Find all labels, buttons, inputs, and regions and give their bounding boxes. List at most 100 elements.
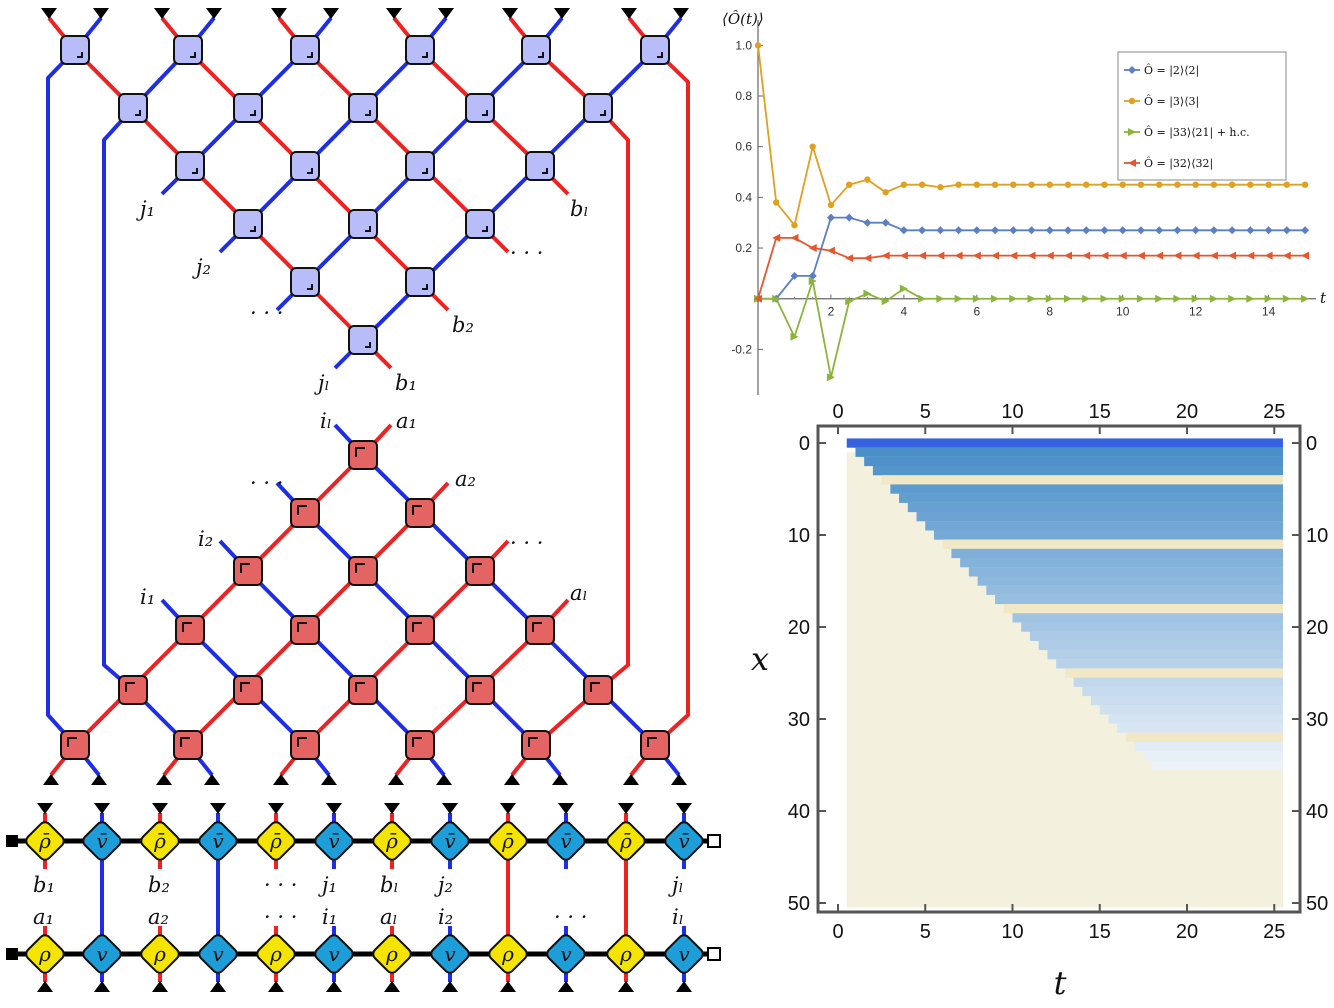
data-point xyxy=(1009,226,1018,235)
data-point xyxy=(1246,251,1255,260)
gate-corner-mark xyxy=(657,52,663,58)
data-point xyxy=(900,181,908,188)
inverse-gate xyxy=(60,730,90,760)
unitary-gate xyxy=(405,151,435,181)
data-point xyxy=(972,251,981,260)
data-point xyxy=(845,213,854,222)
data-point xyxy=(1301,181,1309,188)
data-point xyxy=(1064,181,1072,188)
boundary-cap xyxy=(152,803,168,814)
data-point xyxy=(1137,181,1145,188)
chain-glyph: v̄ xyxy=(212,829,224,853)
chain-bottom-label: i₂ xyxy=(438,905,453,929)
unitary-gate xyxy=(290,267,320,297)
data-point xyxy=(1191,251,1200,260)
data-point xyxy=(899,251,908,260)
v-tensor xyxy=(82,934,122,974)
y-axis-title: x xyxy=(751,640,769,678)
boundary-cap xyxy=(152,981,168,992)
inverse-gate xyxy=(405,498,435,528)
unitary-gate xyxy=(640,35,670,65)
boundary-cap xyxy=(323,8,339,19)
chain-bottom-label: iₗ xyxy=(672,905,684,929)
data-point xyxy=(826,373,835,382)
y-tick-label: 50 xyxy=(788,893,810,915)
v-tensor xyxy=(314,821,354,861)
x-tick-label: 12 xyxy=(1189,305,1203,319)
boundary-cap xyxy=(321,774,337,785)
outer-blue-wire xyxy=(46,48,77,747)
inner-red-wire xyxy=(596,106,630,692)
chain-glyph: v xyxy=(328,942,340,966)
heatmap-cell xyxy=(977,576,1283,586)
unitary-gate xyxy=(525,151,555,181)
v-tensor xyxy=(664,934,704,974)
x-tick-label: 10 xyxy=(1001,921,1023,943)
inverse-gate xyxy=(583,675,613,705)
data-point xyxy=(1136,251,1145,260)
rho-tensor xyxy=(606,934,646,974)
gate-corner-mark xyxy=(412,505,422,515)
chain-top-label: j₂ xyxy=(434,873,453,897)
data-point xyxy=(972,294,981,303)
gate-corner-mark xyxy=(365,226,371,232)
data-point xyxy=(937,184,944,191)
y-tick-label: 0.8 xyxy=(735,89,752,103)
boundary-cap xyxy=(500,803,516,814)
rho-tensor xyxy=(140,821,180,861)
x-tick-label: 20 xyxy=(1176,921,1198,943)
data-point xyxy=(1118,251,1127,260)
gate-corner-mark xyxy=(135,110,141,116)
v-tensor xyxy=(314,934,354,974)
boundary-cap xyxy=(41,8,57,19)
boundary-cap xyxy=(210,981,226,992)
data-point xyxy=(1046,181,1053,188)
chain-left-boundary xyxy=(6,948,18,960)
gate-corner-mark xyxy=(307,168,313,174)
data-point xyxy=(1082,226,1091,235)
x-tick-label: 0 xyxy=(832,401,843,423)
chain-glyph: ρ̄ xyxy=(269,829,282,853)
y-tick-label: 40 xyxy=(788,801,810,823)
heatmap-cell xyxy=(1003,604,1283,614)
boundary-cap xyxy=(206,8,222,19)
gate-corner-mark xyxy=(192,168,198,174)
data-point xyxy=(863,218,872,227)
boundary-cap xyxy=(94,803,110,814)
inverse-gate xyxy=(348,440,378,470)
data-point xyxy=(826,246,835,255)
gate-corner-mark xyxy=(542,168,548,174)
inverse-gate xyxy=(173,730,203,760)
chain-glyph: ρ̄ xyxy=(153,829,166,853)
inverse-gate xyxy=(405,730,435,760)
heatmap-cell xyxy=(1047,650,1283,660)
data-point xyxy=(863,289,872,298)
data-point xyxy=(1173,251,1182,260)
gate-corner-mark xyxy=(180,737,190,747)
chain-glyph: ρ xyxy=(153,942,166,966)
gate-corner-mark xyxy=(182,622,192,632)
unitary-gate xyxy=(60,35,90,65)
v-tensor xyxy=(198,934,238,974)
gate-corner-mark xyxy=(412,737,422,747)
data-point xyxy=(864,176,871,183)
data-point xyxy=(1100,294,1109,303)
label-dots: · · · xyxy=(250,471,283,495)
data-point xyxy=(1136,294,1145,303)
gate-corner-mark xyxy=(240,682,250,692)
unitary-gate xyxy=(583,93,613,123)
gate-corner-mark xyxy=(240,563,250,573)
chain-glyph: v̄ xyxy=(444,829,456,853)
data-point xyxy=(1128,159,1136,167)
data-point xyxy=(1191,294,1200,303)
boundary-cap xyxy=(558,981,574,992)
heatmap-cell xyxy=(1012,613,1283,623)
data-point xyxy=(1246,226,1255,235)
unitary-gate xyxy=(405,267,435,297)
data-point xyxy=(1119,181,1126,188)
boundary-cap xyxy=(273,774,289,785)
gate-corner-mark xyxy=(472,563,482,573)
blue-wire xyxy=(361,48,657,342)
boundary-cap xyxy=(558,803,574,814)
data-point xyxy=(1064,294,1072,303)
